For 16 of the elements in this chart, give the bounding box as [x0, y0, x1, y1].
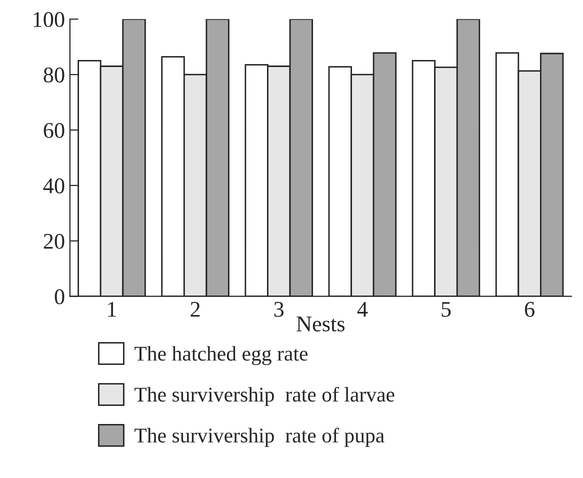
x-axis-title: Nests: [296, 316, 345, 332]
x-tick-label: 3: [274, 302, 284, 317]
x-tick-label: 2: [190, 302, 200, 317]
legend-label: The survivership rate of larvae: [134, 386, 394, 406]
x-tick-label: 6: [524, 302, 534, 317]
x-tick-label: 5: [442, 302, 451, 317]
y-tick-label: 20: [44, 234, 64, 249]
y-tick-label: 100: [34, 12, 64, 28]
y-tick-label: 80: [44, 68, 64, 82]
legend-label: The hatched egg rate: [134, 346, 308, 366]
y-tick-label: 60: [44, 122, 64, 138]
x-tick-label: 4: [357, 302, 368, 317]
y-tick-label: 40: [43, 178, 64, 194]
x-tick-label: 1: [108, 302, 116, 317]
legend-label: The survivership rate of pupa: [134, 428, 384, 447]
y-tick-label: 0: [54, 289, 64, 304]
